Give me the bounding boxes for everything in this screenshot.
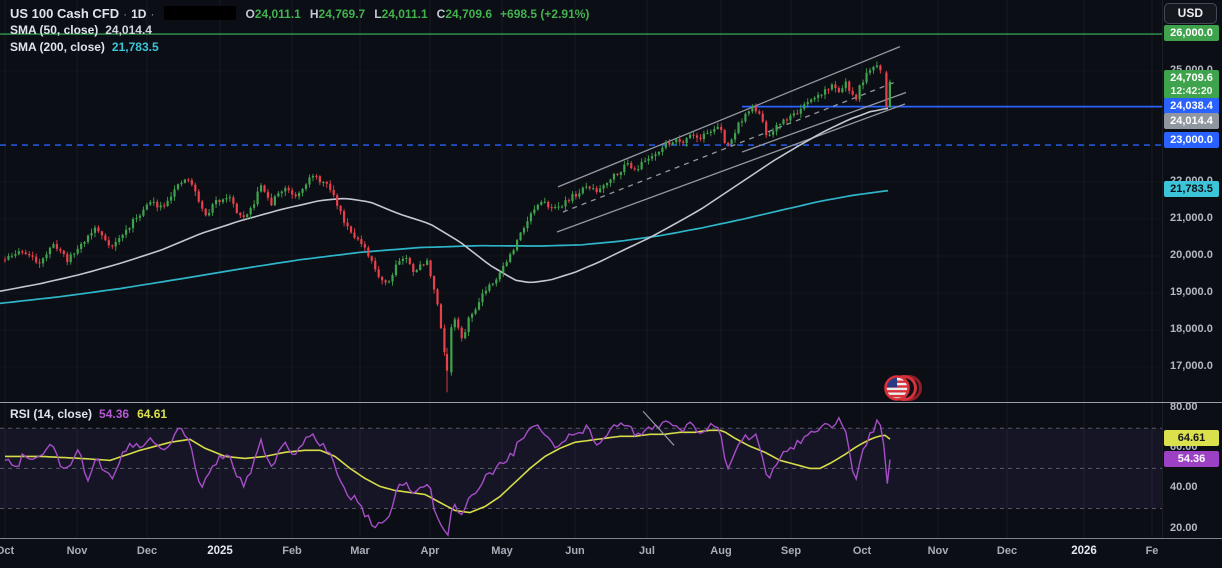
price-tick-label: 19,000.0 (1170, 286, 1213, 299)
sma200-label[interactable]: SMA (200, close) (10, 40, 105, 54)
time-axis-label: Aug (710, 545, 732, 557)
low-value: 24,011.1 (381, 7, 428, 21)
price-level-badge: 24,014.4 (1164, 112, 1219, 129)
time-axis-label: Jun (565, 545, 585, 557)
price-level-badge: 26,000.0 (1164, 25, 1219, 42)
badge-price: 24,038.4 (1170, 99, 1213, 112)
low-label: L (374, 7, 382, 21)
channel-trendline (741, 91, 907, 153)
sma50-label[interactable]: SMA (50, close) (10, 23, 99, 37)
price-tick-label: 20,000.0 (1170, 249, 1213, 262)
pane-divider[interactable] (0, 402, 1222, 403)
price-tick-label: 17,000.0 (1170, 360, 1213, 373)
redacted-box (164, 6, 237, 20)
time-axis-label: 2026 (1071, 545, 1097, 557)
sma50-line (0, 107, 889, 292)
time-axis-label: Mar (350, 545, 370, 557)
price-level-badge: 24,038.4 (1164, 97, 1219, 114)
rsi-tick-label: 20.00 (1170, 521, 1198, 534)
high-label: H (309, 7, 319, 21)
rsi-ma-line (5, 429, 891, 514)
price-tick-label: 18,000.0 (1170, 323, 1213, 336)
channel-trendline (556, 103, 906, 233)
time-axis-label: Oct (852, 545, 872, 557)
time-axis-label: Jul (639, 545, 655, 557)
price-level-badge: 23,000.0 (1164, 132, 1219, 149)
badge-price: 26,000.0 (1170, 27, 1213, 40)
time-axis-label: Sep (780, 545, 802, 557)
high-value: 24,769.7 (318, 7, 366, 21)
rsi-value-badge: 54.36 (1164, 450, 1219, 467)
rsi-trendline (642, 410, 675, 446)
time-axis-label: Fe (1145, 545, 1159, 557)
symbol-legend: US 100 Cash CFD · 1D · O24,011.1 H24,769.7 L24… (10, 6, 589, 21)
rsi-tick-label: 40.00 (1170, 481, 1198, 494)
legend-separator: · (123, 7, 128, 21)
time-axis-label: Oct (0, 545, 15, 557)
channel-trendline (557, 46, 901, 188)
rsi-tick-label: 80.00 (1170, 401, 1198, 414)
price-level-badge: 24,709.6 12:42:20 (1164, 69, 1219, 99)
interval-label[interactable]: 1D (131, 7, 147, 21)
rsi-ma-value: 64.61 (137, 407, 168, 421)
time-axis-label: May (491, 545, 513, 557)
close-value: 24,709.6 (445, 7, 493, 21)
price-tick-label: 21,000.0 (1170, 212, 1213, 225)
time-axis-label: Dec (136, 545, 158, 557)
time-axis-label: Apr (420, 545, 440, 557)
badge-price: 24,709.6 (1170, 71, 1213, 84)
sma200-value: 21,783.5 (111, 40, 159, 54)
currency-button[interactable]: USD (1163, 3, 1217, 24)
badge-price: 21,783.5 (1170, 183, 1213, 196)
countdown-timer: 12:42:20 (1170, 84, 1213, 97)
time-axis[interactable]: Oct Nov Dec 2025 Feb Mar Apr May Jun Jul Aug Sep Oct… (0, 539, 1222, 568)
rsi-legend: RSI (14, close) 54.36 64.61 (10, 407, 167, 421)
sma50-value: 24,014.4 (105, 23, 152, 37)
rsi-label[interactable]: RSI (14, close) (10, 407, 93, 421)
candles-layer (3, 61, 891, 393)
price-chart-canvas[interactable] (0, 0, 1162, 568)
rsi-value-badge: 64.61 (1164, 430, 1219, 447)
change-value: +698.5 (+2.91%) (500, 7, 590, 21)
instrument-flag-watermark-icon (884, 375, 922, 401)
time-axis-divider (0, 538, 1222, 539)
rsi-line (4, 416, 891, 537)
sma200-legend: SMA (200, close) 21,783.5 (10, 40, 159, 54)
time-axis-label: 2025 (207, 545, 233, 557)
badge-price: 23,000.0 (1170, 134, 1213, 147)
time-axis-label: Feb (282, 545, 302, 557)
symbol-title[interactable]: US 100 Cash CFD (10, 6, 120, 21)
rsi-value: 54.36 (99, 407, 130, 421)
price-level-badge: 21,783.5 (1164, 181, 1219, 198)
sma50-legend: SMA (50, close) 24,014.4 (10, 23, 152, 37)
close-label: C (436, 7, 446, 21)
channel-trendline (562, 81, 896, 213)
open-value: 24,011.1 (254, 7, 301, 21)
time-axis-label: Dec (996, 545, 1018, 557)
price-axis[interactable]: 25,000.022,000.021,000.020,000.019,000.0… (1162, 0, 1222, 538)
legend-separator2: · (150, 7, 155, 21)
time-axis-label: Nov (927, 545, 949, 557)
sma200-line (0, 189, 889, 305)
badge-price: 24,014.4 (1170, 114, 1213, 127)
open-label: O (245, 7, 255, 21)
time-axis-label: Nov (66, 545, 88, 557)
